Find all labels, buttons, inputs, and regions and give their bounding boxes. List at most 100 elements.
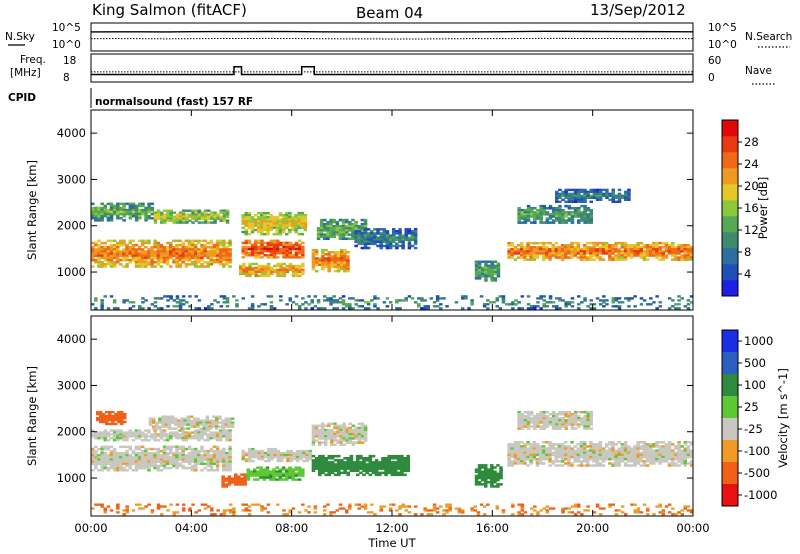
heatmap-cell: [257, 457, 262, 461]
heatmap-cell: [598, 198, 603, 201]
heatmap-cell: [134, 212, 139, 216]
heatmap-cell: [474, 476, 479, 480]
heatmap-cell: [262, 478, 267, 481]
heatmap-cell: [576, 443, 581, 446]
heatmap-cell: [477, 275, 482, 278]
heatmap-cell: [285, 243, 289, 247]
heatmap-cell: [100, 261, 104, 264]
heatmap-cell: [119, 212, 123, 216]
heatmap-cell: [246, 476, 251, 479]
heatmap-cell: [614, 458, 618, 461]
heatmap-cell: [189, 415, 194, 418]
heatmap-cell: [507, 458, 511, 461]
heatmap-cell: [560, 256, 565, 259]
heatmap-cell: [206, 256, 210, 260]
heatmap-cell: [335, 225, 340, 228]
heatmap-cell: [345, 441, 349, 444]
heatmap-cell: [338, 231, 343, 234]
heatmap-cell: [381, 461, 385, 464]
heatmap-cell: [513, 246, 518, 249]
heatmap-cell: [172, 458, 176, 461]
heatmap-cell: [266, 264, 271, 268]
heatmap-cell: [538, 453, 543, 457]
heatmap-cell: [589, 241, 593, 245]
heatmap-cell: [501, 301, 506, 304]
heatmap-cell: [390, 465, 395, 468]
heatmap-cell: [517, 213, 521, 216]
heatmap-cell: [272, 232, 277, 236]
heatmap-cell: [555, 200, 559, 203]
heatmap-cell: [345, 426, 349, 430]
heatmap-cell: [577, 196, 581, 199]
heatmap-cell: [97, 252, 101, 255]
heatmap-cell: [382, 234, 387, 237]
heatmap-cell: [567, 421, 572, 424]
heatmap-cell: [530, 215, 534, 218]
heatmap-cell: [523, 246, 527, 249]
heatmap-cell: [257, 252, 261, 255]
heatmap-cell: [348, 223, 352, 226]
heatmap-cell: [490, 273, 494, 276]
heatmap-cell: [103, 208, 107, 212]
heatmap-cell: [623, 246, 628, 249]
heatmap-cell: [407, 228, 412, 231]
heatmap-cell: [200, 458, 204, 461]
heatmap-cell: [212, 458, 217, 461]
heatmap-cell: [363, 433, 368, 436]
heatmap-cell: [564, 301, 568, 304]
heatmap-cell: [327, 259, 331, 262]
heatmap-cell: [160, 221, 164, 224]
heatmap-cell: [297, 216, 301, 219]
heatmap-cell: [294, 214, 298, 217]
heatmap-cell: [212, 252, 217, 255]
heatmap-cell: [147, 469, 151, 472]
heatmap-cell: [109, 219, 114, 222]
heatmap-cell: [567, 455, 571, 459]
heatmap-cell: [291, 476, 295, 479]
heatmap-cell: [336, 257, 341, 260]
heatmap-cell: [664, 458, 669, 461]
heatmap-cell: [317, 441, 322, 444]
heatmap-cell: [241, 241, 245, 245]
heatmap-cell: [510, 453, 514, 457]
heatmap-cell: [242, 270, 246, 274]
heatmap-cell: [153, 431, 157, 434]
heatmap-cell: [555, 421, 559, 424]
heatmap-cell: [222, 449, 226, 453]
heatmap-cell: [230, 425, 235, 428]
heatmap-cell: [354, 430, 359, 434]
heatmap-cell: [526, 455, 530, 459]
heatmap-cell: [112, 208, 117, 212]
heatmap-cell: [533, 305, 537, 308]
heatmap-cell: [281, 222, 286, 225]
heatmap-cell: [601, 248, 606, 251]
heatmap-cell: [365, 465, 369, 468]
heatmap-cell: [316, 233, 321, 236]
heatmap-cell: [363, 236, 368, 239]
heatmap-cell: [100, 464, 104, 468]
heatmap-cell: [548, 207, 553, 210]
heatmap-cell: [263, 254, 267, 257]
heatmap-cell: [327, 255, 331, 258]
heatmap-cell: [400, 469, 404, 472]
heatmap-cell: [570, 248, 574, 251]
heatmap-cell: [162, 258, 167, 262]
heatmap-cell: [172, 217, 176, 220]
heatmap-cell: [508, 303, 512, 306]
heatmap-cell: [649, 254, 653, 257]
heatmap-cell: [153, 221, 158, 224]
heatmap-cell: [535, 447, 540, 450]
heatmap-cell: [109, 295, 114, 298]
heatmap-cell: [680, 451, 684, 455]
heatmap-cell: [586, 219, 590, 222]
heatmap-cell: [601, 449, 606, 452]
heatmap-cell: [116, 466, 120, 470]
heatmap-cell: [649, 248, 653, 251]
heatmap-cell: [137, 258, 142, 262]
heatmap-cell: [363, 234, 368, 237]
heatmap-cell: [351, 237, 355, 240]
heatmap-cell: [116, 431, 120, 434]
heatmap-cell: [526, 451, 530, 455]
heatmap-cell: [228, 433, 232, 436]
heatmap-cell: [303, 226, 308, 230]
